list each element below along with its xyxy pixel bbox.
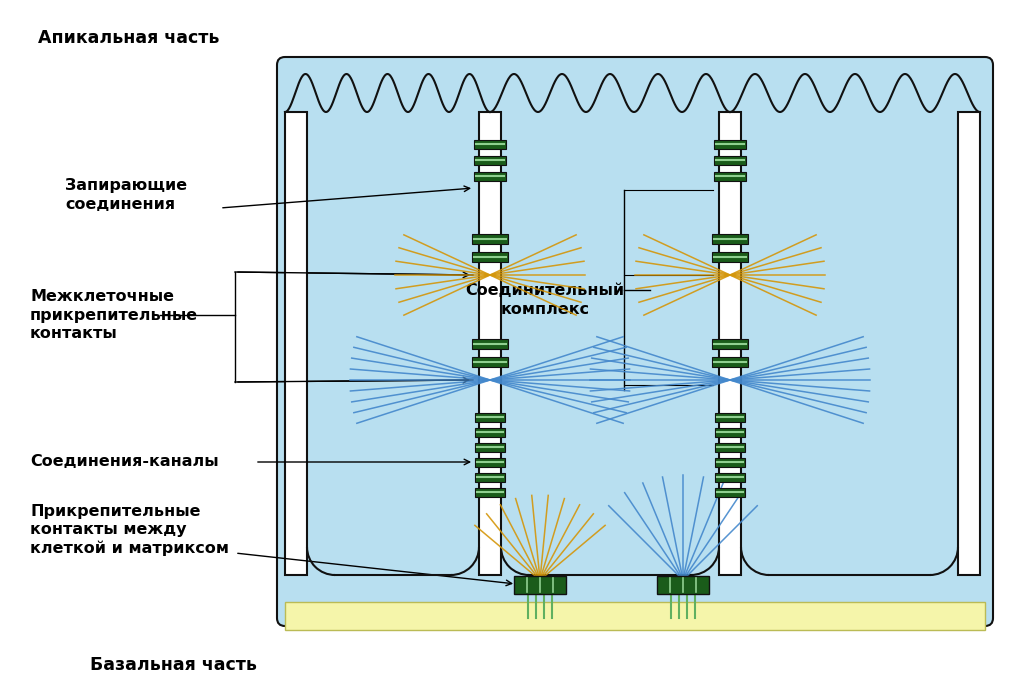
Bar (711, 234, 747, 244)
Bar (472, 339, 507, 349)
Bar (474, 155, 505, 164)
Bar (472, 357, 507, 367)
Bar (711, 339, 747, 349)
Bar (714, 488, 744, 497)
Bar (711, 357, 747, 367)
Bar (475, 488, 504, 497)
Bar (284, 602, 984, 630)
Bar (713, 139, 745, 148)
Bar (514, 576, 566, 594)
Bar (472, 252, 507, 262)
Bar (713, 172, 745, 181)
Text: Прикрепительные
контакты между
клеткой и матриксом: Прикрепительные контакты между клеткой и… (30, 504, 229, 556)
Bar (718, 112, 740, 575)
Bar (475, 427, 504, 436)
Bar (479, 112, 500, 575)
Bar (957, 112, 979, 575)
Polygon shape (730, 74, 979, 112)
FancyBboxPatch shape (277, 57, 993, 626)
Bar (714, 458, 744, 466)
Bar (714, 442, 744, 451)
Text: Межклеточные
прикрепительные
контакты: Межклеточные прикрепительные контакты (30, 289, 198, 341)
Bar (474, 139, 505, 148)
Text: Соединительный
комплекс: Соединительный комплекс (465, 283, 624, 317)
Text: Соединения-каналы: Соединения-каналы (30, 455, 218, 469)
Text: Базальная часть: Базальная часть (90, 656, 257, 674)
Bar (714, 473, 744, 482)
Polygon shape (284, 74, 489, 112)
Polygon shape (489, 74, 730, 112)
Bar (711, 252, 747, 262)
Bar (475, 412, 504, 422)
Text: Запирающие
соединения: Запирающие соединения (65, 178, 186, 212)
Bar (474, 172, 505, 181)
Bar (475, 473, 504, 482)
Bar (714, 427, 744, 436)
Bar (475, 442, 504, 451)
Text: Апикальная часть: Апикальная часть (38, 29, 219, 47)
Bar (284, 112, 307, 575)
Bar (475, 458, 504, 466)
Bar (714, 412, 744, 422)
Bar (656, 576, 708, 594)
Bar (713, 155, 745, 164)
Bar (472, 234, 507, 244)
